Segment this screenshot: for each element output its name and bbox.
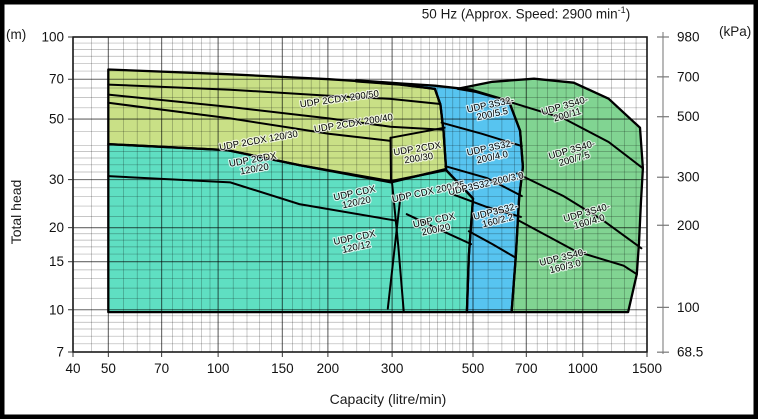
boundary-curve — [107, 83, 442, 105]
kpa-axis-tick-label: 980 — [677, 30, 700, 45]
boundary-curve — [518, 219, 638, 276]
y-axis-tick-label: 30 — [49, 172, 64, 187]
kpa-axis-tick-label: 200 — [677, 218, 700, 233]
boundary-curve — [405, 213, 473, 246]
y-axis-tick-label: 7 — [56, 345, 64, 360]
x-axis-tick-label: 150 — [271, 361, 294, 376]
boundary-curve — [107, 175, 398, 222]
kpa-axis-tick-label: 68.5 — [677, 345, 703, 360]
region-udp-3s32 — [356, 80, 523, 313]
boundary-curve — [444, 165, 523, 198]
left-axis-unit: (m) — [6, 27, 27, 42]
x-axis-title: Capacity (litre/min) — [329, 391, 447, 407]
chart-title-text: 50 Hz (Approx. Speed: 2900 min — [421, 6, 618, 22]
x-axis-tick-label: 50 — [101, 361, 116, 376]
y-axis-tick-label: 100 — [41, 30, 64, 45]
x-axis-tick-label: 700 — [515, 361, 538, 376]
x-axis-tick-label: 1000 — [568, 361, 598, 376]
x-axis-tick-label: 200 — [317, 361, 340, 376]
y-axis-tick-label: 20 — [49, 220, 64, 235]
boundary-curve — [107, 101, 392, 142]
boundary-curve — [451, 193, 522, 218]
boundary-curve — [440, 121, 523, 148]
boundary-curve — [386, 192, 402, 310]
kpa-axis-tick-label: 700 — [677, 69, 700, 84]
boundary-curve — [391, 182, 405, 314]
right-axis-unit: (kPa) — [719, 24, 752, 39]
boundary-curve — [107, 93, 445, 131]
boundary-curve — [516, 172, 643, 250]
y-axis-title: Total head — [8, 179, 24, 245]
boundary-curve — [389, 136, 392, 184]
plot-frame — [72, 36, 648, 353]
x-axis-tick-label: 70 — [154, 361, 169, 376]
chart-title-superscript: -1 — [617, 5, 626, 15]
x-axis-tick-label: 300 — [381, 361, 404, 376]
y-axis-tick-label: 50 — [49, 112, 64, 127]
boundary-curve — [507, 100, 644, 170]
y-axis-tick-label: 10 — [49, 302, 64, 317]
kpa-axis-tick-label: 300 — [677, 170, 700, 185]
region-udp-3s40 — [457, 78, 643, 313]
boundary-curve — [389, 126, 446, 139]
y-axis-tick-label: 15 — [49, 254, 64, 269]
x-axis-tick-label: 40 — [65, 361, 80, 376]
chart-title: 50 Hz (Approx. Speed: 2900 min-1) — [366, 5, 686, 22]
x-axis-tick-label: 500 — [462, 361, 485, 376]
x-axis-tick-label: 1500 — [632, 361, 662, 376]
kpa-axis-tick-label: 100 — [677, 300, 700, 315]
x-axis-tick-label: 100 — [207, 361, 230, 376]
chart-title-suffix: ) — [625, 6, 631, 22]
boundary-curve — [467, 230, 517, 259]
kpa-axis-tick-label: 500 — [677, 109, 700, 124]
y-axis-tick-label: 70 — [49, 72, 64, 87]
